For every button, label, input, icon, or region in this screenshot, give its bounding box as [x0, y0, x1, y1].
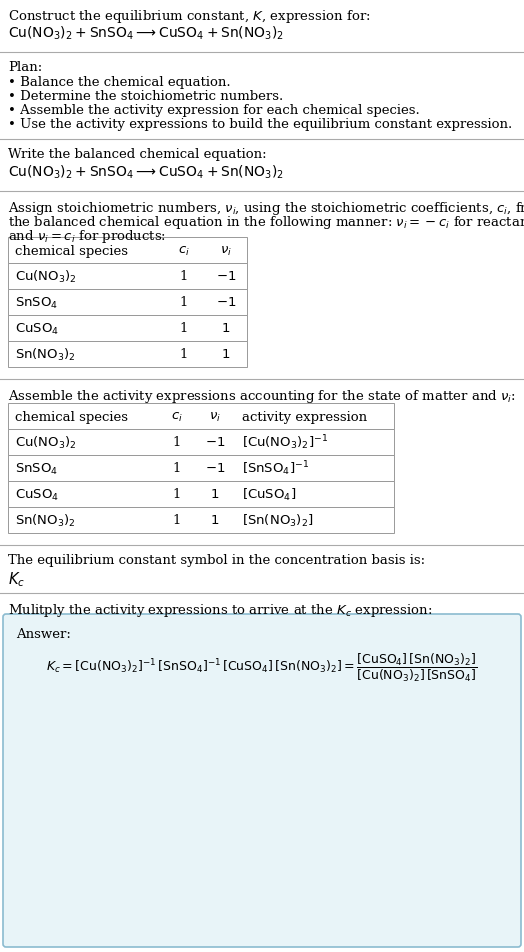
Text: $c_i$: $c_i$ [178, 245, 190, 257]
Text: 1: 1 [173, 488, 181, 501]
Text: $-1$: $-1$ [205, 462, 225, 475]
Text: $\mathrm{Cu(NO_3)_2 + SnSO_4 \longrightarrow CuSO_4 + Sn(NO_3)_2}$: $\mathrm{Cu(NO_3)_2 + SnSO_4 \longrighta… [8, 164, 284, 181]
Text: $[\mathrm{SnSO_4}]^{-1}$: $[\mathrm{SnSO_4}]^{-1}$ [242, 459, 309, 478]
Text: $-1$: $-1$ [205, 436, 225, 449]
Text: $\mathrm{CuSO_4}$: $\mathrm{CuSO_4}$ [15, 321, 59, 336]
Text: Assemble the activity expressions accounting for the state of matter and $\nu_i$: Assemble the activity expressions accoun… [8, 387, 516, 405]
Text: $[\mathrm{Cu(NO_3)_2}]^{-1}$: $[\mathrm{Cu(NO_3)_2}]^{-1}$ [242, 433, 329, 452]
FancyBboxPatch shape [3, 614, 521, 947]
Text: $-1$: $-1$ [216, 270, 236, 283]
Text: 1: 1 [180, 348, 188, 361]
Text: $\mathrm{SnSO_4}$: $\mathrm{SnSO_4}$ [15, 461, 58, 476]
Bar [8, 289, 247, 316]
Text: • Balance the chemical equation.: • Balance the chemical equation. [8, 76, 231, 89]
Text: $1$: $1$ [210, 514, 220, 527]
Text: • Use the activity expressions to build the equilibrium constant expression.: • Use the activity expressions to build … [8, 118, 512, 130]
Text: chemical species: chemical species [15, 245, 128, 257]
Text: $\mathrm{Sn(NO_3)_2}$: $\mathrm{Sn(NO_3)_2}$ [15, 512, 76, 528]
Text: $\mathrm{Cu(NO_3)_2 + SnSO_4 \longrightarrow CuSO_4 + Sn(NO_3)_2}$: $\mathrm{Cu(NO_3)_2 + SnSO_4 \longrighta… [8, 25, 284, 42]
Text: Construct the equilibrium constant, $K$, expression for:: Construct the equilibrium constant, $K$,… [8, 8, 370, 25]
Bar [8, 455, 394, 482]
Text: Mulitply the activity expressions to arrive at the $K_c$ expression:: Mulitply the activity expressions to arr… [8, 602, 432, 619]
Text: and $\nu_i = c_i$ for products:: and $\nu_i = c_i$ for products: [8, 228, 166, 245]
Text: 1: 1 [173, 514, 181, 527]
Text: • Determine the stoichiometric numbers.: • Determine the stoichiometric numbers. [8, 89, 283, 103]
Text: 1: 1 [180, 296, 188, 309]
Text: 1: 1 [173, 462, 181, 475]
Text: $[\mathrm{CuSO_4}]$: $[\mathrm{CuSO_4}]$ [242, 486, 296, 503]
Text: Write the balanced chemical equation:: Write the balanced chemical equation: [8, 148, 267, 161]
Text: $K_c = [\mathrm{Cu(NO_3)_2}]^{-1}\,[\mathrm{SnSO_4}]^{-1}\,[\mathrm{CuSO_4}]\,[\: $K_c = [\mathrm{Cu(NO_3)_2}]^{-1}\,[\mat… [46, 651, 478, 684]
Text: The equilibrium constant symbol in the concentration basis is:: The equilibrium constant symbol in the c… [8, 553, 425, 566]
Text: $-1$: $-1$ [216, 296, 236, 309]
Text: 1: 1 [180, 270, 188, 283]
Text: $K_c$: $K_c$ [8, 569, 25, 588]
Text: $\nu_i$: $\nu_i$ [209, 410, 221, 423]
Bar [8, 404, 394, 429]
Text: $\mathrm{Sn(NO_3)_2}$: $\mathrm{Sn(NO_3)_2}$ [15, 347, 76, 363]
Bar [8, 507, 394, 533]
Text: Assign stoichiometric numbers, $\nu_i$, using the stoichiometric coefficients, $: Assign stoichiometric numbers, $\nu_i$, … [8, 200, 524, 217]
Text: 1: 1 [180, 322, 188, 335]
Text: $1$: $1$ [221, 322, 231, 335]
Bar [8, 264, 247, 289]
Text: • Assemble the activity expression for each chemical species.: • Assemble the activity expression for e… [8, 104, 420, 117]
Text: $\mathrm{Cu(NO_3)_2}$: $\mathrm{Cu(NO_3)_2}$ [15, 268, 77, 285]
Text: chemical species: chemical species [15, 410, 128, 423]
Bar [8, 316, 247, 342]
Text: Answer:: Answer: [16, 627, 71, 641]
Text: $\nu_i$: $\nu_i$ [220, 245, 232, 257]
Text: activity expression: activity expression [242, 410, 367, 423]
Text: $1$: $1$ [221, 348, 231, 361]
Text: $1$: $1$ [210, 488, 220, 501]
Bar [8, 429, 394, 455]
Text: $\mathrm{Cu(NO_3)_2}$: $\mathrm{Cu(NO_3)_2}$ [15, 434, 77, 450]
Text: $[\mathrm{Sn(NO_3)_2}]$: $[\mathrm{Sn(NO_3)_2}]$ [242, 512, 313, 528]
Text: the balanced chemical equation in the following manner: $\nu_i = -c_i$ for react: the balanced chemical equation in the fo… [8, 214, 524, 230]
Text: $\mathrm{CuSO_4}$: $\mathrm{CuSO_4}$ [15, 486, 59, 502]
Text: $\mathrm{SnSO_4}$: $\mathrm{SnSO_4}$ [15, 295, 58, 310]
Text: 1: 1 [173, 436, 181, 449]
Bar [8, 238, 247, 264]
Text: $c_i$: $c_i$ [171, 410, 183, 423]
Bar [8, 482, 394, 507]
Bar [8, 342, 247, 367]
Text: Plan:: Plan: [8, 61, 42, 74]
